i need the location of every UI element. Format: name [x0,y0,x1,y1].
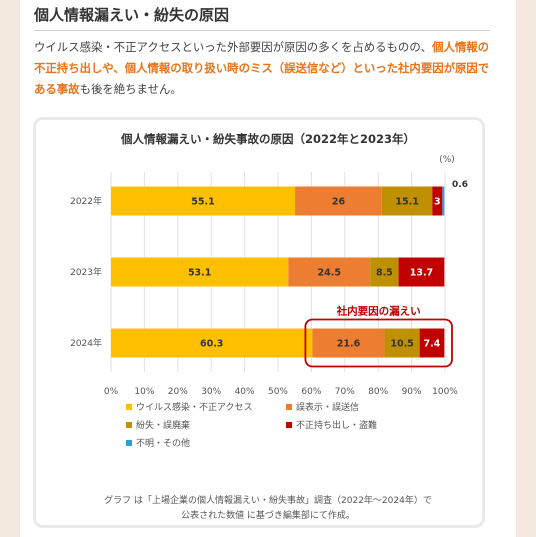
bar-segment [381,186,433,216]
bar-segment [398,257,445,287]
legend-label: 紛失・誤廃棄 [136,421,191,431]
intro-text-1: ウイルス感染・不正アクセスといった外部要因が原因の多くを占めるものの、 [34,40,433,54]
x-tick-label: 30% [201,387,221,397]
data-label: 60.3 [200,339,223,350]
outside-data-label: 0.6 [452,180,468,190]
x-tick-label: 90% [402,387,422,397]
source-note: グラフ は「上場企業の個人情報漏えい・紛失事故」調査（2022年〜2024年）で… [0,494,536,524]
legend-item: 紛失・誤廃棄 [126,418,190,431]
chart-legend: ウイルス感染・不正アクセス 誤表示・誤送信紛失・誤廃棄 不正持ち出し・盗難不明・その… [126,400,426,470]
data-label: 55.1 [191,197,214,208]
x-tick-label: 40% [235,387,255,397]
legend-swatch [126,403,132,410]
x-tick-label: 0% [104,387,119,397]
x-tick-label: 70% [335,387,355,397]
legend-label: 不正持ち出し・盗難 [296,421,378,431]
category-label: 2022年 [70,195,102,207]
x-tick-label: 100% [432,387,458,397]
data-label: 3 [434,197,441,208]
source-line-2: 公表された数値 に基づき編集部にて作成。 [181,511,355,521]
legend-item: 不正持ち出し・盗難 [286,418,377,431]
x-tick-label: 20% [168,387,188,397]
unit-label: (%) [439,155,455,165]
chart-data-labels: 55.1 26 15.1 3 53.1 24.5 8.5 13.7 60.3 21.6 10.5 7.… [188,180,468,350]
bar-segment [111,257,289,287]
chart-bars [111,186,445,358]
chart-tick-labels: 0% 10% 20% 30% 40% 50% 60% 70% 80% 90% 100% [104,387,458,397]
data-label: 13.7 [410,268,433,279]
annotation-text: 社内要因の漏えい [336,305,421,318]
bar-segment [295,186,382,216]
legend-swatch [286,403,292,410]
bar-segment [384,328,420,358]
internal-cause-highlight-box [304,318,453,368]
legend-swatch [126,439,132,446]
data-label: 7.4 [424,339,441,350]
chart-card [33,117,485,528]
intro-paragraph: ウイルス感染・不正アクセスといった外部要因が原因の多くを占めるものの、個人情報の… [34,37,492,100]
bar-segment [370,257,399,287]
bar-segment [111,328,313,358]
x-tick-label: 50% [268,387,288,397]
chart-title: 個人情報漏えい・紛失事故の原因（2022年と2023年） [120,132,415,146]
chart-category-labels: 2022年 2023年 2024年 [70,195,102,349]
legend-label: 誤表示・誤送信 [296,403,360,413]
legend-label: 不明・その他 [136,439,191,449]
bar-segment [288,257,371,287]
legend-swatch [126,421,132,428]
x-tick-label: 60% [301,387,321,397]
intro-text-2: も後を絶ちません。 [79,82,182,96]
legend-item: 不明・その他 [126,436,190,449]
legend-swatch [286,421,292,428]
data-label: 26 [332,197,346,208]
legend-label: ウイルス感染・不正アクセス [136,403,253,413]
data-label: 21.6 [337,339,361,350]
bar-segment [442,186,445,216]
section-heading: 個人情報漏えい・紛失の原因 [34,6,230,24]
intro-highlight: 個人情報の不正持ち出しや、個人情報の取り扱い時のミス（誤送信など）といった社内要… [34,40,490,96]
data-label: 53.1 [188,268,211,279]
source-line-1: グラフ は「上場企業の個人情報漏えい・紛失事故」調査（2022年〜2024年）で [104,496,432,506]
bar-segment [419,328,445,358]
category-label: 2023年 [70,266,102,278]
data-label: 15.1 [395,197,418,208]
data-label: 24.5 [318,268,341,279]
heading-divider [34,30,490,31]
data-label: 8.5 [376,268,393,279]
bar-segment [432,186,443,216]
x-tick-label: 10% [134,387,154,397]
legend-item: 誤表示・誤送信 [286,400,359,413]
category-label: 2024年 [70,337,102,349]
x-tick-label: 80% [368,387,388,397]
data-label: 10.5 [390,339,413,350]
bar-segment [111,186,296,216]
legend-item: ウイルス感染・不正アクセス [126,400,253,413]
bar-segment [312,328,385,358]
